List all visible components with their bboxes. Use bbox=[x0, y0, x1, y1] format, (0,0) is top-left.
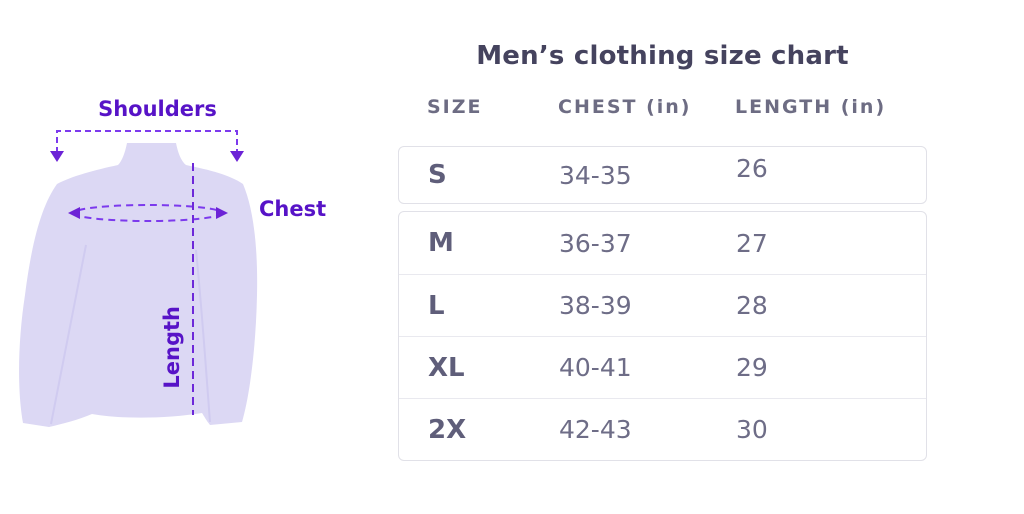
shirt-measurement-diagram: Shoulders Chest Length bbox=[0, 0, 390, 514]
size-cell: 2X bbox=[428, 414, 467, 445]
shirt-illustration bbox=[19, 130, 258, 427]
table-row: L 38-39 28 bbox=[399, 274, 926, 336]
table-header-row: SIZE CHEST (in) LENGTH (in) bbox=[398, 94, 927, 120]
table-row: M 36-37 27 bbox=[399, 212, 926, 274]
shoulders-arrow-left bbox=[50, 151, 64, 162]
chest-cell: 38-39 bbox=[559, 291, 632, 320]
length-cell: 28 bbox=[736, 291, 768, 320]
length-label-text: Length bbox=[160, 305, 184, 389]
chest-arrow-right bbox=[216, 207, 228, 219]
shirt-silhouette bbox=[19, 143, 258, 427]
length-label: Length bbox=[150, 302, 194, 392]
shoulders-label: Shoulders bbox=[98, 97, 217, 121]
shoulders-bracket bbox=[56, 130, 238, 153]
page-title: Men’s clothing size chart bbox=[476, 41, 849, 71]
length-cell: 27 bbox=[736, 228, 768, 258]
size-cell: M bbox=[428, 228, 454, 258]
length-cell: 26 bbox=[736, 153, 768, 183]
size-cell: L bbox=[428, 290, 445, 321]
column-header-length: LENGTH (in) bbox=[735, 96, 887, 118]
right-sleeve-seam bbox=[195, 249, 211, 423]
chest-arrow-left bbox=[68, 207, 80, 219]
chest-label: Chest bbox=[259, 197, 327, 221]
size-cell: XL bbox=[428, 352, 465, 383]
chest-cell: 36-37 bbox=[559, 228, 632, 258]
table-row: 2X 42-43 30 bbox=[399, 398, 926, 460]
size-cell: S bbox=[428, 160, 447, 190]
size-rows-card: M 36-37 27 L 38-39 28 XL 40-41 29 2X 42-… bbox=[398, 211, 927, 461]
length-cell: 29 bbox=[736, 353, 768, 382]
column-header-size: SIZE bbox=[427, 96, 483, 118]
chest-cell: 40-41 bbox=[559, 353, 632, 382]
length-cell: 30 bbox=[736, 415, 768, 444]
size-row-card-s: S 34-35 26 bbox=[398, 146, 927, 204]
chest-cell: 42-43 bbox=[559, 415, 632, 444]
left-sleeve-seam bbox=[50, 244, 87, 425]
table-row: S 34-35 26 bbox=[399, 147, 926, 203]
chest-cell: 34-35 bbox=[559, 160, 632, 190]
table-row: XL 40-41 29 bbox=[399, 336, 926, 398]
column-header-chest: CHEST (in) bbox=[558, 96, 692, 118]
shoulders-arrow-right bbox=[230, 151, 244, 162]
